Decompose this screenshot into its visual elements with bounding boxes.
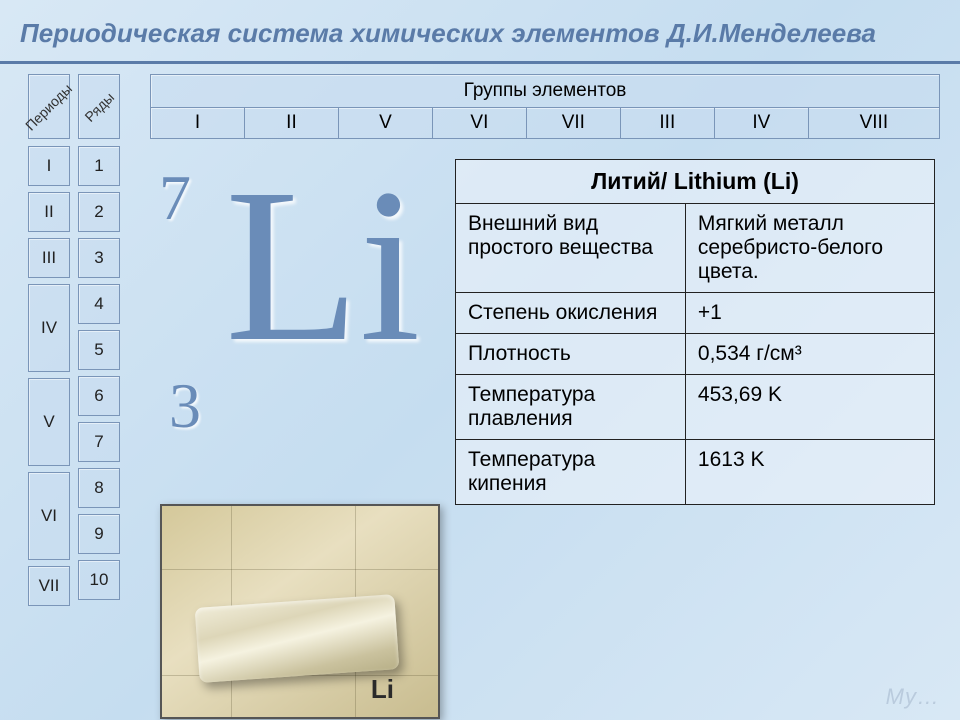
period-cell: III [28,238,70,278]
element-symbol: Li [225,139,421,392]
rows-axis-text: Ряды [81,89,117,125]
periods-axis-label: Периоды [28,74,70,139]
row-cell: 2 [78,192,120,232]
group-cell: IV [715,108,809,138]
period-cell: I [28,146,70,186]
periods-axis-text: Периоды [22,80,75,133]
groups-row: I II V VI VII III IV VIII [150,108,940,139]
group-cell: II [245,108,339,138]
period-cell: IV [28,284,70,372]
title-bar: Периодическая система химических элемент… [0,0,960,64]
mass-number: 7 [159,161,191,235]
period-cell: V [28,378,70,466]
prop-value: 0,534 г/см³ [685,334,934,375]
prop-label: Внешний вид простого вещества [456,204,686,293]
group-cell: V [339,108,433,138]
period-cell: II [28,192,70,232]
prop-value: Мягкий металл серебристо-белого цвета. [685,204,934,293]
group-cell: I [151,108,245,138]
groups-header: Группы элементов I II V VI VII III IV VI… [150,74,940,139]
group-cell: VIII [809,108,939,138]
prop-value: 453,69 K [685,375,934,440]
atomic-number: 3 [169,369,201,443]
row-cell: 5 [78,330,120,370]
prop-label: Температура плавления [456,375,686,440]
page-title: Периодическая система химических элемент… [20,18,940,49]
prop-label: Плотность [456,334,686,375]
rows-column: 1 2 3 4 5 6 7 8 9 10 [78,146,120,606]
prop-value: +1 [685,293,934,334]
photo-gridline [162,569,438,570]
row-cell: 9 [78,514,120,554]
period-cell: VII [28,566,70,606]
photo-metal-shape [195,594,400,683]
periods-column: I II III IV V VI VII [28,146,70,612]
rows-axis-label: Ряды [78,74,120,139]
element-symbol-block: 7 Li 3 [155,159,445,489]
groups-title: Группы элементов [150,74,940,108]
row-cell: 10 [78,560,120,600]
properties-table: Литий/ Lithium (Li) Внешний вид простого… [455,159,935,505]
element-photo: Li [160,504,440,719]
row-cell: 8 [78,468,120,508]
prop-value: 1613 K [685,440,934,505]
group-cell: VII [527,108,621,138]
watermark: My… [886,684,940,710]
group-cell: III [621,108,715,138]
photo-label: Li [371,674,394,705]
row-cell: 3 [78,238,120,278]
row-cell: 4 [78,284,120,324]
props-title: Литий/ Lithium (Li) [456,160,935,204]
row-cell: 6 [78,376,120,416]
period-cell: VI [28,472,70,560]
row-cell: 1 [78,146,120,186]
main-area: Периоды Ряды I II III IV V VI VII 1 2 3 … [0,64,960,74]
side-labels: Периоды Ряды [28,74,120,139]
prop-label: Температура кипения [456,440,686,505]
prop-label: Степень окисления [456,293,686,334]
row-cell: 7 [78,422,120,462]
group-cell: VI [433,108,527,138]
